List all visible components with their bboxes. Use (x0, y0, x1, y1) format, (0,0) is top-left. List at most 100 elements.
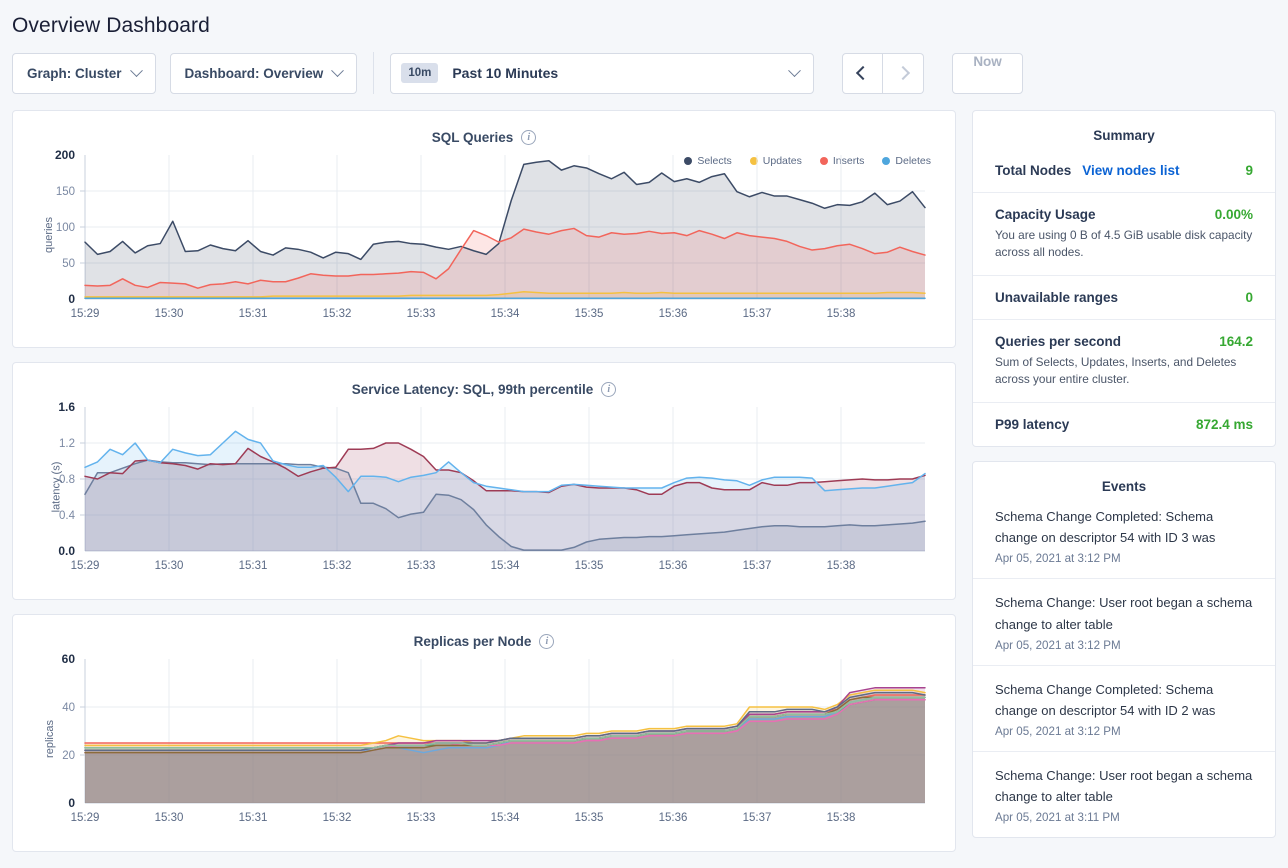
summary-row-value: 9 (1245, 163, 1253, 178)
svg-text:15:38: 15:38 (827, 560, 856, 572)
summary-row-description: Sum of Selects, Updates, Inserts, and De… (995, 355, 1237, 387)
summary-row-value: 872.4 ms (1195, 417, 1253, 433)
side-column: Summary Total Nodes View nodes list 9 Capac… (972, 110, 1276, 838)
chart-title-sql-queries: SQL Queries i (13, 111, 955, 145)
series-line-n3 (84, 430, 926, 493)
charts-column: SQL Queries i Selects Updates Inserts (12, 110, 956, 852)
summary-row: Unavailable ranges 0 (973, 275, 1275, 319)
series-area-n3 (85, 699, 925, 803)
dashboard-select-label: Dashboard: Overview (184, 65, 324, 81)
events-title: Events (1101, 479, 1147, 495)
series-line-n9 (84, 696, 926, 749)
svg-text:15:30: 15:30 (155, 812, 184, 824)
graph-select[interactable]: Graph: Cluster (12, 52, 156, 94)
summary-row-head: Capacity Usage 0.00% (995, 207, 1253, 222)
summary-row-label: Total Nodes (995, 163, 1072, 178)
chart-card-sql-queries: SQL Queries i Selects Updates Inserts (12, 110, 956, 348)
svg-text:40: 40 (62, 702, 75, 714)
info-icon[interactable]: i (539, 634, 555, 649)
event-text: Schema Change Completed: Schema change o… (995, 509, 1216, 546)
plot-area-replicas-per-node[interactable]: replicas 0 20 40 60 15:29 15:30 15:31 15:32 15:3… (13, 649, 955, 829)
event-text: Schema Change: User root began a schema … (995, 595, 1253, 632)
series-line-n2 (84, 442, 926, 496)
series-area-n1 (85, 695, 925, 803)
legend-item-selects[interactable]: Selects (684, 155, 732, 167)
summary-row-label: P99 latency (995, 417, 1070, 433)
plot-area-service-latency[interactable]: latency (s) 0.0 0.4 0.8 1.2 1.6 15:29 15:30 15:… (13, 397, 955, 577)
summary-row-description: You are using 0 B of 4.5 GiB usable disk… (995, 228, 1253, 260)
event-timestamp: Apr 05, 2021 at 3:12 PM (995, 638, 1121, 652)
chart-title-text: Replicas per Node (413, 634, 532, 649)
chart-title-text: Service Latency: SQL, 99th percentile (351, 382, 594, 397)
svg-text:15:30: 15:30 (155, 560, 184, 572)
svg-text:50: 50 (62, 258, 75, 270)
legend-item-deletes[interactable]: Deletes (882, 155, 931, 167)
svg-text:15:38: 15:38 (827, 308, 856, 320)
event-text: Schema Change Completed: Schema change o… (995, 681, 1216, 718)
svg-text:150: 150 (56, 186, 75, 198)
info-icon[interactable]: i (601, 382, 617, 397)
legend-item-updates[interactable]: Updates (749, 155, 802, 167)
legend-label: Updates (762, 155, 802, 167)
summary-row: Total Nodes View nodes list 9 (973, 149, 1275, 192)
event-timestamp: Apr 05, 2021 at 3:12 PM (995, 724, 1121, 738)
event-item[interactable]: Schema Change Completed: Schema change o… (973, 664, 1275, 751)
svg-text:15:36: 15:36 (659, 812, 688, 824)
svg-text:15:31: 15:31 (239, 560, 268, 572)
event-item[interactable]: Schema Change Completed: Schema change o… (973, 500, 1275, 578)
svg-text:15:34: 15:34 (491, 560, 520, 572)
svg-text:15:35: 15:35 (575, 308, 604, 320)
legend-dot-selects (684, 157, 693, 165)
svg-text:15:31: 15:31 (239, 812, 268, 824)
svg-text:15:29: 15:29 (71, 812, 100, 824)
svg-text:15:31: 15:31 (239, 308, 268, 320)
summary-row-value: 0.00% (1214, 207, 1253, 222)
page-title: Overview Dashboard (12, 14, 210, 37)
y-axis-label: queries (43, 216, 56, 254)
event-timestamp: Apr 05, 2021 at 3:11 PM (995, 810, 1120, 824)
time-next-button[interactable] (883, 52, 925, 94)
svg-text:15:36: 15:36 (659, 560, 688, 572)
event-timestamp: Apr 05, 2021 at 3:12 PM (995, 552, 1121, 566)
time-range-picker[interactable]: 10m Past 10 Minutes (390, 52, 815, 94)
svg-text:0.0: 0.0 (58, 544, 75, 558)
svg-text:15:34: 15:34 (491, 812, 520, 824)
series-area-n6 (85, 699, 925, 803)
dashboard-select[interactable]: Dashboard: Overview (169, 52, 358, 94)
series-area-selects (85, 160, 925, 299)
svg-text:15:29: 15:29 (71, 308, 100, 320)
svg-text:15:37: 15:37 (743, 308, 772, 320)
event-item[interactable]: Schema Change: User root began a schema … (973, 750, 1275, 837)
svg-text:15:37: 15:37 (743, 560, 772, 572)
time-range-label: Past 10 Minutes (452, 65, 559, 81)
event-item[interactable]: Schema Change: User root began a schema … (973, 578, 1275, 664)
svg-text:15:35: 15:35 (575, 560, 604, 572)
legend-dot-inserts (819, 157, 828, 165)
chevron-right-icon (896, 65, 911, 81)
toolbar-divider (373, 52, 375, 94)
chart-card-service-latency: Service Latency: SQL, 99th percentile i … (12, 362, 956, 600)
chevron-down-icon (129, 63, 143, 77)
info-icon[interactable]: i (521, 130, 537, 145)
svg-text:0.8: 0.8 (59, 474, 75, 486)
chart-title-replicas-per-node: Replicas per Node i (13, 615, 955, 649)
events-list: Schema Change Completed: Schema change o… (973, 500, 1275, 836)
series-area-n8 (85, 692, 925, 803)
plot-area-sql-queries[interactable]: queries 0 50 100 150 200 15:29 15:30 15:31 15:32… (13, 145, 955, 325)
y-axis-label: latency (s) (50, 461, 63, 513)
svg-text:15:33: 15:33 (407, 812, 436, 824)
summary-row: Capacity Usage 0.00% You are using 0 B of … (973, 192, 1275, 275)
summary-rows: Total Nodes View nodes list 9 Capacity Usag… (973, 149, 1275, 446)
summary-row-label: Capacity Usage (995, 207, 1096, 222)
now-button[interactable]: Now (952, 52, 1023, 94)
chart-title-service-latency: Service Latency: SQL, 99th percentile i (13, 363, 955, 397)
series-area-n4 (85, 697, 925, 803)
time-prev-button[interactable] (842, 52, 884, 94)
svg-text:100: 100 (56, 222, 75, 234)
legend-dot-deletes (882, 157, 891, 165)
series-line-inserts (84, 227, 926, 289)
series-line-selects (84, 160, 926, 261)
summary-panel: Summary Total Nodes View nodes list 9 Capac… (972, 110, 1276, 448)
series-area-n7 (85, 697, 925, 803)
view-nodes-list-link[interactable]: View nodes list (1082, 163, 1180, 178)
